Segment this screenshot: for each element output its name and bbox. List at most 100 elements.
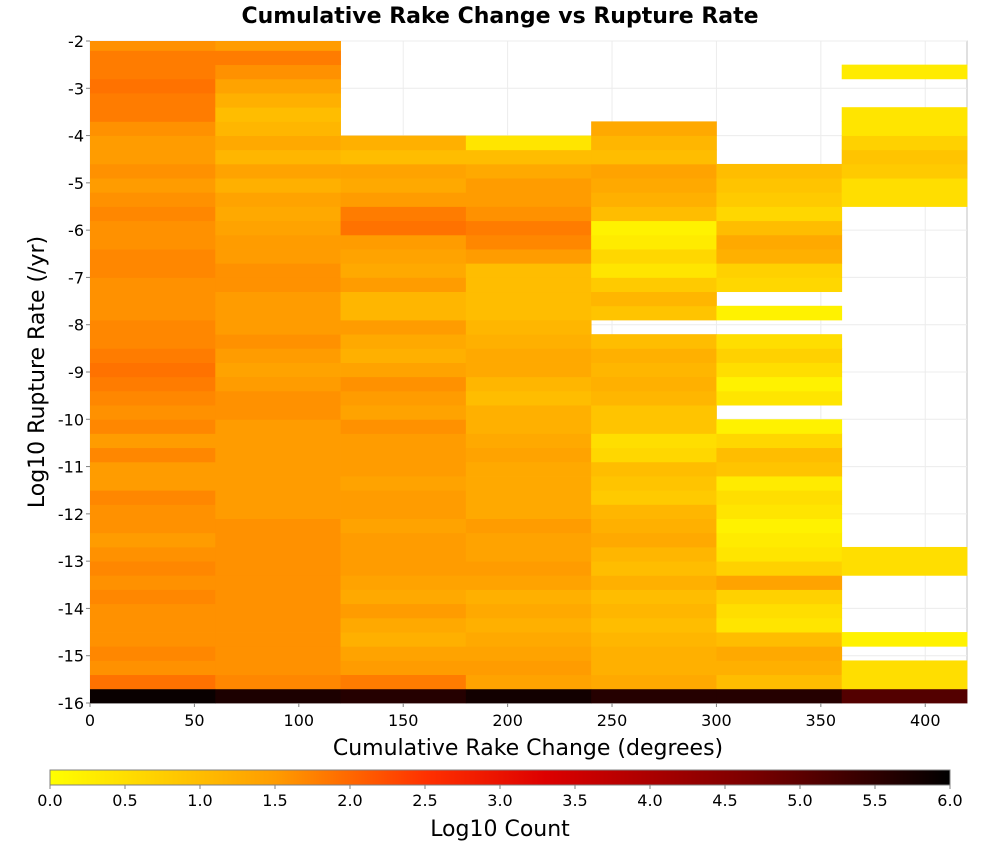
y-tick-label: -3	[68, 79, 84, 98]
colorbar-tick-label: 5.5	[862, 791, 887, 810]
heatmap-cell	[716, 178, 843, 193]
heatmap-cell	[340, 617, 467, 633]
heatmap-cell	[465, 660, 592, 676]
heatmap-cell	[465, 504, 592, 519]
heatmap-cell	[215, 334, 341, 349]
heatmap-cell	[591, 121, 717, 136]
heatmap-cell	[340, 348, 467, 363]
colorbar-tick-label: 3.5	[562, 791, 587, 810]
heatmap-cell	[591, 348, 717, 363]
heatmap-cell	[591, 447, 717, 463]
colorbar-tick-label: 1.5	[262, 791, 287, 810]
heatmap-cells	[90, 41, 968, 704]
heatmap-cell	[716, 589, 843, 605]
heatmap-cell	[90, 277, 216, 293]
heatmap-cell	[716, 348, 843, 363]
heatmap-cell	[841, 107, 968, 122]
heatmap-cell	[340, 546, 467, 562]
heatmap-cell	[465, 249, 592, 264]
heatmap-cell	[841, 135, 968, 151]
heatmap-cell	[465, 163, 592, 179]
colorbar-tick-label: 0.0	[37, 791, 62, 810]
heatmap-cell	[591, 178, 717, 193]
heatmap-cell	[340, 334, 467, 349]
heatmap-cell	[215, 603, 341, 619]
heatmap-cell	[465, 561, 592, 576]
heatmap-cell	[591, 688, 717, 704]
heatmap-cell	[591, 192, 717, 207]
heatmap-cell	[340, 674, 467, 690]
heatmap-cell	[90, 504, 216, 519]
heatmap-cell	[716, 419, 843, 434]
heatmap-cell	[841, 674, 968, 690]
heatmap-cell	[591, 419, 717, 434]
heatmap-cell	[841, 688, 968, 704]
heatmap-cell	[90, 518, 216, 534]
heatmap-cell	[591, 504, 717, 519]
heatmap-cell	[465, 206, 592, 222]
heatmap-cell	[465, 348, 592, 363]
heatmap-cell	[215, 64, 341, 80]
heatmap-cell	[215, 263, 341, 278]
heatmap-cell	[591, 334, 717, 349]
heatmap-cell	[591, 249, 717, 264]
heatmap-cell	[340, 688, 467, 704]
y-tick-label: -8	[68, 316, 84, 335]
heatmap-cell	[591, 234, 717, 250]
heatmap-cell	[716, 632, 843, 647]
heatmap-cell	[591, 575, 717, 590]
heatmap-cell	[591, 490, 717, 505]
y-tick-label: -2	[68, 32, 84, 51]
heatmap-cell	[591, 532, 717, 548]
heatmap-cell	[340, 249, 467, 264]
heatmap-cell	[215, 220, 341, 236]
heatmap-cell	[591, 206, 717, 222]
heatmap-cell	[90, 178, 216, 193]
heatmap-cell	[716, 220, 843, 236]
heatmap-cell	[340, 220, 467, 236]
heatmap-cell	[215, 135, 341, 151]
heatmap-cell	[591, 376, 717, 392]
heatmap-cell	[340, 603, 467, 619]
y-tick-label: -13	[58, 552, 84, 571]
heatmap-cell	[215, 476, 341, 491]
heatmap-cell	[465, 546, 592, 562]
heatmap-cell	[215, 121, 341, 136]
colorbar	[49, 769, 951, 786]
y-tick-label: -16	[58, 694, 84, 713]
heatmap-cell	[591, 589, 717, 605]
heatmap-cell	[716, 163, 843, 179]
heatmap-cell	[90, 532, 216, 548]
heatmap-cell	[90, 50, 216, 66]
heatmap-cell	[215, 561, 341, 576]
x-tick-label: 350	[806, 711, 837, 730]
heatmap-cell	[591, 646, 717, 661]
heatmap-cell	[716, 263, 843, 278]
heatmap-cell	[591, 461, 717, 477]
heatmap-cell	[90, 234, 216, 250]
heatmap-cell	[340, 376, 467, 392]
heatmap-cell	[716, 532, 843, 548]
heatmap-cell	[716, 433, 843, 449]
heatmap-cell	[90, 390, 216, 406]
heatmap-cell	[90, 319, 216, 335]
y-tick-label: -12	[58, 505, 84, 524]
heatmap-cell	[215, 41, 341, 51]
heatmap-cell	[465, 419, 592, 434]
heatmap-cell	[716, 305, 843, 321]
heatmap-cell	[90, 121, 216, 136]
heatmap-cell	[465, 234, 592, 250]
x-tick-label: 0	[85, 711, 95, 730]
heatmap-cell	[591, 291, 717, 307]
chart-title: Cumulative Rake Change vs Rupture Rate	[241, 4, 758, 29]
heatmap-cell	[90, 334, 216, 349]
colorbar-tick-label: 5.0	[787, 791, 812, 810]
x-tick-labels: 0 50 100 150 200 250 300 350 400	[85, 703, 941, 730]
heatmap-cell	[465, 476, 592, 491]
heatmap-cell	[340, 263, 467, 278]
heatmap-cell	[716, 249, 843, 264]
heatmap-cell	[90, 688, 216, 704]
colorbar-tick-label: 2.5	[412, 791, 437, 810]
x-tick-label: 200	[492, 711, 523, 730]
heatmap-cell	[215, 518, 341, 534]
